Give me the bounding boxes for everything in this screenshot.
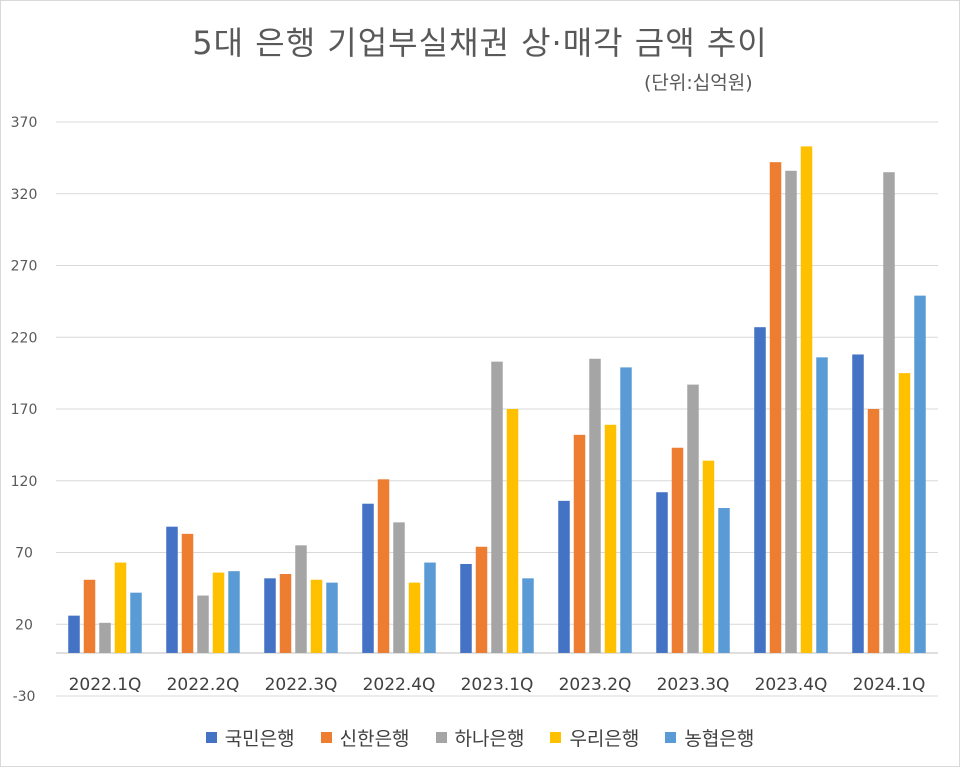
bar-2-2023.1Q [475,546,488,653]
x-tick-label: 2022.2Q [167,675,240,695]
bar-2-2022.3Q [279,574,292,653]
y-tick-label: 70 [15,546,33,562]
legend-swatch [665,732,677,743]
bar-4-2023.2Q [604,424,617,653]
x-tick-label: 2023.3Q [657,675,730,695]
legend-item: 우리은행 [550,724,639,751]
bar-5-2023.4Q [816,357,828,653]
bar-4-2022.2Q [212,572,225,653]
bar-3-2022.1Q [99,622,111,653]
legend-swatch [320,732,332,743]
y-tick-label: 20 [15,617,33,633]
bar-5-2022.4Q [424,562,436,653]
bar-1-2023.3Q [656,492,668,653]
bar-2-2023.2Q [573,434,586,653]
bar-1-2023.2Q [558,500,570,653]
bar-3-2023.2Q [589,358,601,653]
bar-5-2022.2Q [228,571,240,653]
bar-5-2023.1Q [522,578,534,653]
bar-1-2024.1Q [852,354,864,653]
x-tick-label: 2022.3Q [265,675,338,695]
legend-swatch [435,732,447,743]
y-tick-label: 170 [11,402,38,418]
bar-2-2023.4Q [769,162,782,653]
x-tick-label: 2023.2Q [559,675,632,695]
bar-5-2023.2Q [620,367,632,653]
legend-label: 신한은행 [339,728,410,750]
bar-4-2023.3Q [702,460,715,653]
legend-label: 농협은행 [684,728,755,750]
axis-labels: -30 20 70 120 170 220 270 320 370 2022.1Q 2022.2Q 2… [11,115,926,705]
bar-1-2023.1Q [460,563,472,653]
chart-unit-label: (단위:십억원) [644,72,753,94]
x-tick-label: 2023.1Q [461,675,534,695]
bar-1-2022.1Q [68,615,80,653]
bar-1-2022.4Q [362,503,374,653]
y-tick-label: 120 [11,474,38,490]
bar-5-2023.3Q [718,508,730,653]
y-tick-label: 320 [11,187,38,203]
x-tick-label: 2022.4Q [363,675,436,695]
bar-5-2022.3Q [326,582,338,653]
y-tick-label: 220 [11,330,38,346]
y-tick-label: 270 [11,259,38,275]
chart-title: 5대 은행 기업부실채권 상·매각 금액 추이 [192,24,768,62]
bar-4-2023.4Q [800,146,813,653]
bar-4-2024.1Q [898,373,911,653]
x-tick-label: 2024.1Q [853,675,926,695]
bar-4-2022.3Q [310,579,323,653]
x-tick-label: 2023.4Q [755,675,828,695]
bar-5-2022.1Q [130,592,142,653]
legend: 국민은행 신한은행 하나은행 우리은행 농협은행 [0,724,960,751]
legend-item: 농협은행 [665,724,754,751]
legend-swatch [550,732,562,743]
bar-4-2022.1Q [114,562,127,653]
bars [68,146,926,653]
legend-label: 국민은행 [224,728,295,750]
legend-item: 하나은행 [435,724,525,751]
bar-2-2022.1Q [83,579,96,653]
bar-2-2023.3Q [671,447,684,653]
legend-label: 하나은행 [454,728,525,750]
bar-3-2022.4Q [393,522,405,653]
bar-2-2022.2Q [181,533,194,653]
bar-4-2022.4Q [408,582,421,653]
y-tick-label: 370 [11,115,38,131]
legend-label: 우리은행 [569,728,640,750]
x-tick-label: 2022.1Q [69,675,142,695]
bar-5-2024.1Q [914,295,926,653]
bar-3-2023.1Q [491,361,503,653]
bar-1-2022.2Q [166,526,178,653]
bar-4-2023.1Q [506,409,519,653]
bar-1-2023.4Q [754,327,766,653]
bar-3-2022.2Q [197,595,209,653]
bar-3-2023.4Q [785,170,797,653]
bar-3-2022.3Q [295,545,307,653]
bar-3-2023.3Q [687,384,699,653]
legend-swatch [205,732,217,743]
bar-3-2024.1Q [883,172,895,653]
legend-item: 국민은행 [205,724,295,751]
legend-item: 신한은행 [320,724,410,751]
bar-1-2022.3Q [264,578,276,653]
y-tick-label: -30 [13,689,36,705]
bar-2-2022.4Q [377,479,390,653]
bar-2-2024.1Q [867,409,880,653]
